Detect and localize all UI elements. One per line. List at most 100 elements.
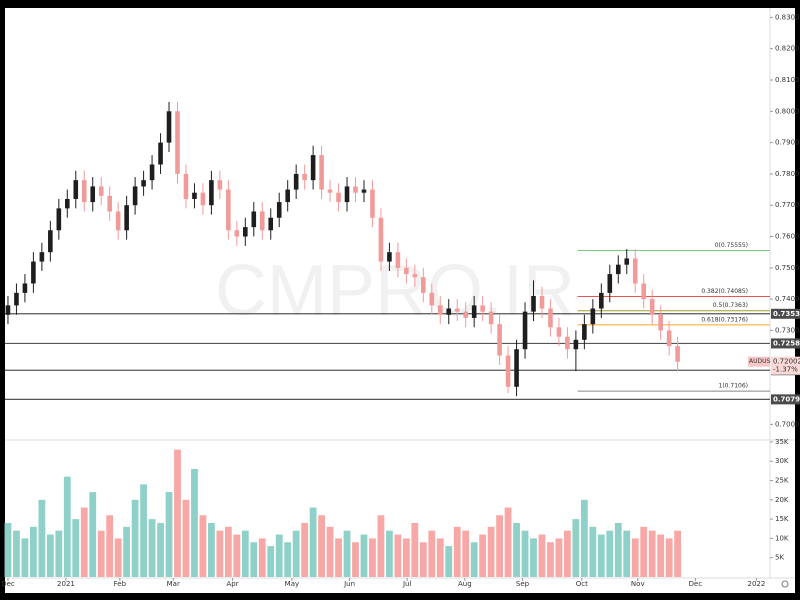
candle-body: [463, 311, 468, 318]
candle-body: [446, 308, 452, 315]
volume-bar: [292, 530, 300, 577]
x-tick-label: Apr: [227, 580, 239, 588]
volume-tick-label: 30K: [775, 457, 789, 465]
volume-bar: [597, 534, 605, 577]
x-tick-label: Oct: [576, 580, 588, 588]
volume-bar: [547, 542, 554, 577]
candle-body: [175, 111, 180, 174]
candle-body: [378, 217, 384, 262]
candle-body: [675, 346, 680, 362]
volume-bar: [352, 542, 359, 577]
candle-body: [412, 274, 418, 278]
volume-bar: [267, 546, 275, 577]
volume-bar: [589, 526, 597, 577]
volume-bar: [21, 538, 29, 577]
volume-bar: [309, 507, 317, 577]
volume-bar: [538, 534, 546, 577]
candle-body: [285, 189, 290, 203]
last-price-box: [771, 356, 800, 375]
candle-body: [548, 308, 553, 328]
volume-bar: [165, 492, 173, 577]
level-label: 0.73532: [773, 310, 800, 318]
volume-tick-label: 35K: [775, 438, 789, 446]
candle-body: [573, 339, 579, 350]
volume-bar: [326, 526, 334, 577]
candle-body: [56, 208, 62, 231]
volume-bar: [496, 515, 504, 577]
volume-bar: [394, 534, 402, 577]
candle-body: [22, 283, 28, 293]
fib-label: 0(0.75555): [715, 242, 748, 249]
candle-body: [268, 217, 274, 231]
volume-tick-label: 20K: [775, 496, 789, 504]
volume-bar: [657, 534, 665, 577]
volume-bar: [665, 538, 673, 577]
last-price-label: 0.72002: [773, 358, 800, 366]
x-tick-label: May: [285, 580, 299, 588]
volume-bar: [106, 515, 114, 577]
candle-body: [141, 180, 146, 187]
volume-bar: [208, 522, 215, 577]
candle-body: [387, 252, 392, 262]
volume-bar: [258, 538, 266, 577]
candle-body: [421, 277, 426, 293]
volume-bar: [614, 522, 622, 577]
volume-bar: [436, 538, 444, 577]
candle-body: [565, 336, 570, 350]
candle-body: [166, 111, 172, 143]
candle-body: [65, 198, 70, 209]
volume-bar: [72, 519, 80, 577]
candle-body: [48, 230, 53, 253]
candle-body: [192, 192, 197, 199]
candle-body: [81, 180, 87, 203]
level-label: 0.70798: [773, 395, 800, 403]
volume-bar: [462, 530, 470, 577]
candle-body: [370, 189, 375, 218]
candle-body: [276, 202, 282, 218]
candle-body: [158, 142, 163, 165]
x-tick-label: Nov: [631, 580, 645, 588]
volume-bar: [216, 530, 224, 577]
volume-bar: [504, 507, 512, 577]
volume-bar: [140, 484, 147, 577]
volume-bar: [131, 499, 139, 577]
volume-bar: [530, 538, 537, 577]
x-tick-label: Dec: [1, 580, 15, 588]
candle-body: [115, 211, 121, 231]
volume-bar: [674, 530, 682, 577]
volume-bar: [182, 499, 190, 577]
volume-bar: [157, 522, 164, 577]
fib-label: 0.618(0.73176): [701, 316, 748, 323]
candle-body: [531, 296, 536, 312]
candle-body: [293, 173, 299, 190]
chart-background: [5, 8, 795, 593]
candle-body: [124, 205, 129, 231]
candle-body: [471, 305, 477, 318]
volume-bar: [114, 538, 122, 577]
volume-bar: [564, 530, 571, 577]
candle-body: [90, 186, 96, 203]
candle-body: [404, 267, 409, 275]
x-tick-label: Jun: [343, 580, 355, 588]
volume-bar: [89, 492, 97, 577]
volume-bar: [233, 534, 241, 577]
volume-bar: [623, 530, 631, 577]
candle-body: [454, 308, 460, 312]
candle-body: [336, 192, 341, 203]
candle-body: [226, 189, 231, 231]
settings-icon[interactable]: [781, 580, 789, 588]
volume-bar: [301, 522, 309, 577]
candle-body: [615, 264, 621, 275]
fib-label: 0.5(0.7363): [713, 302, 748, 309]
candle-body: [353, 186, 358, 193]
volume-bar: [46, 534, 54, 577]
volume-bar: [369, 538, 376, 577]
volume-bar: [648, 530, 656, 577]
candle-body: [429, 292, 435, 306]
volume-bar: [63, 476, 71, 577]
volume-bar: [80, 507, 88, 577]
